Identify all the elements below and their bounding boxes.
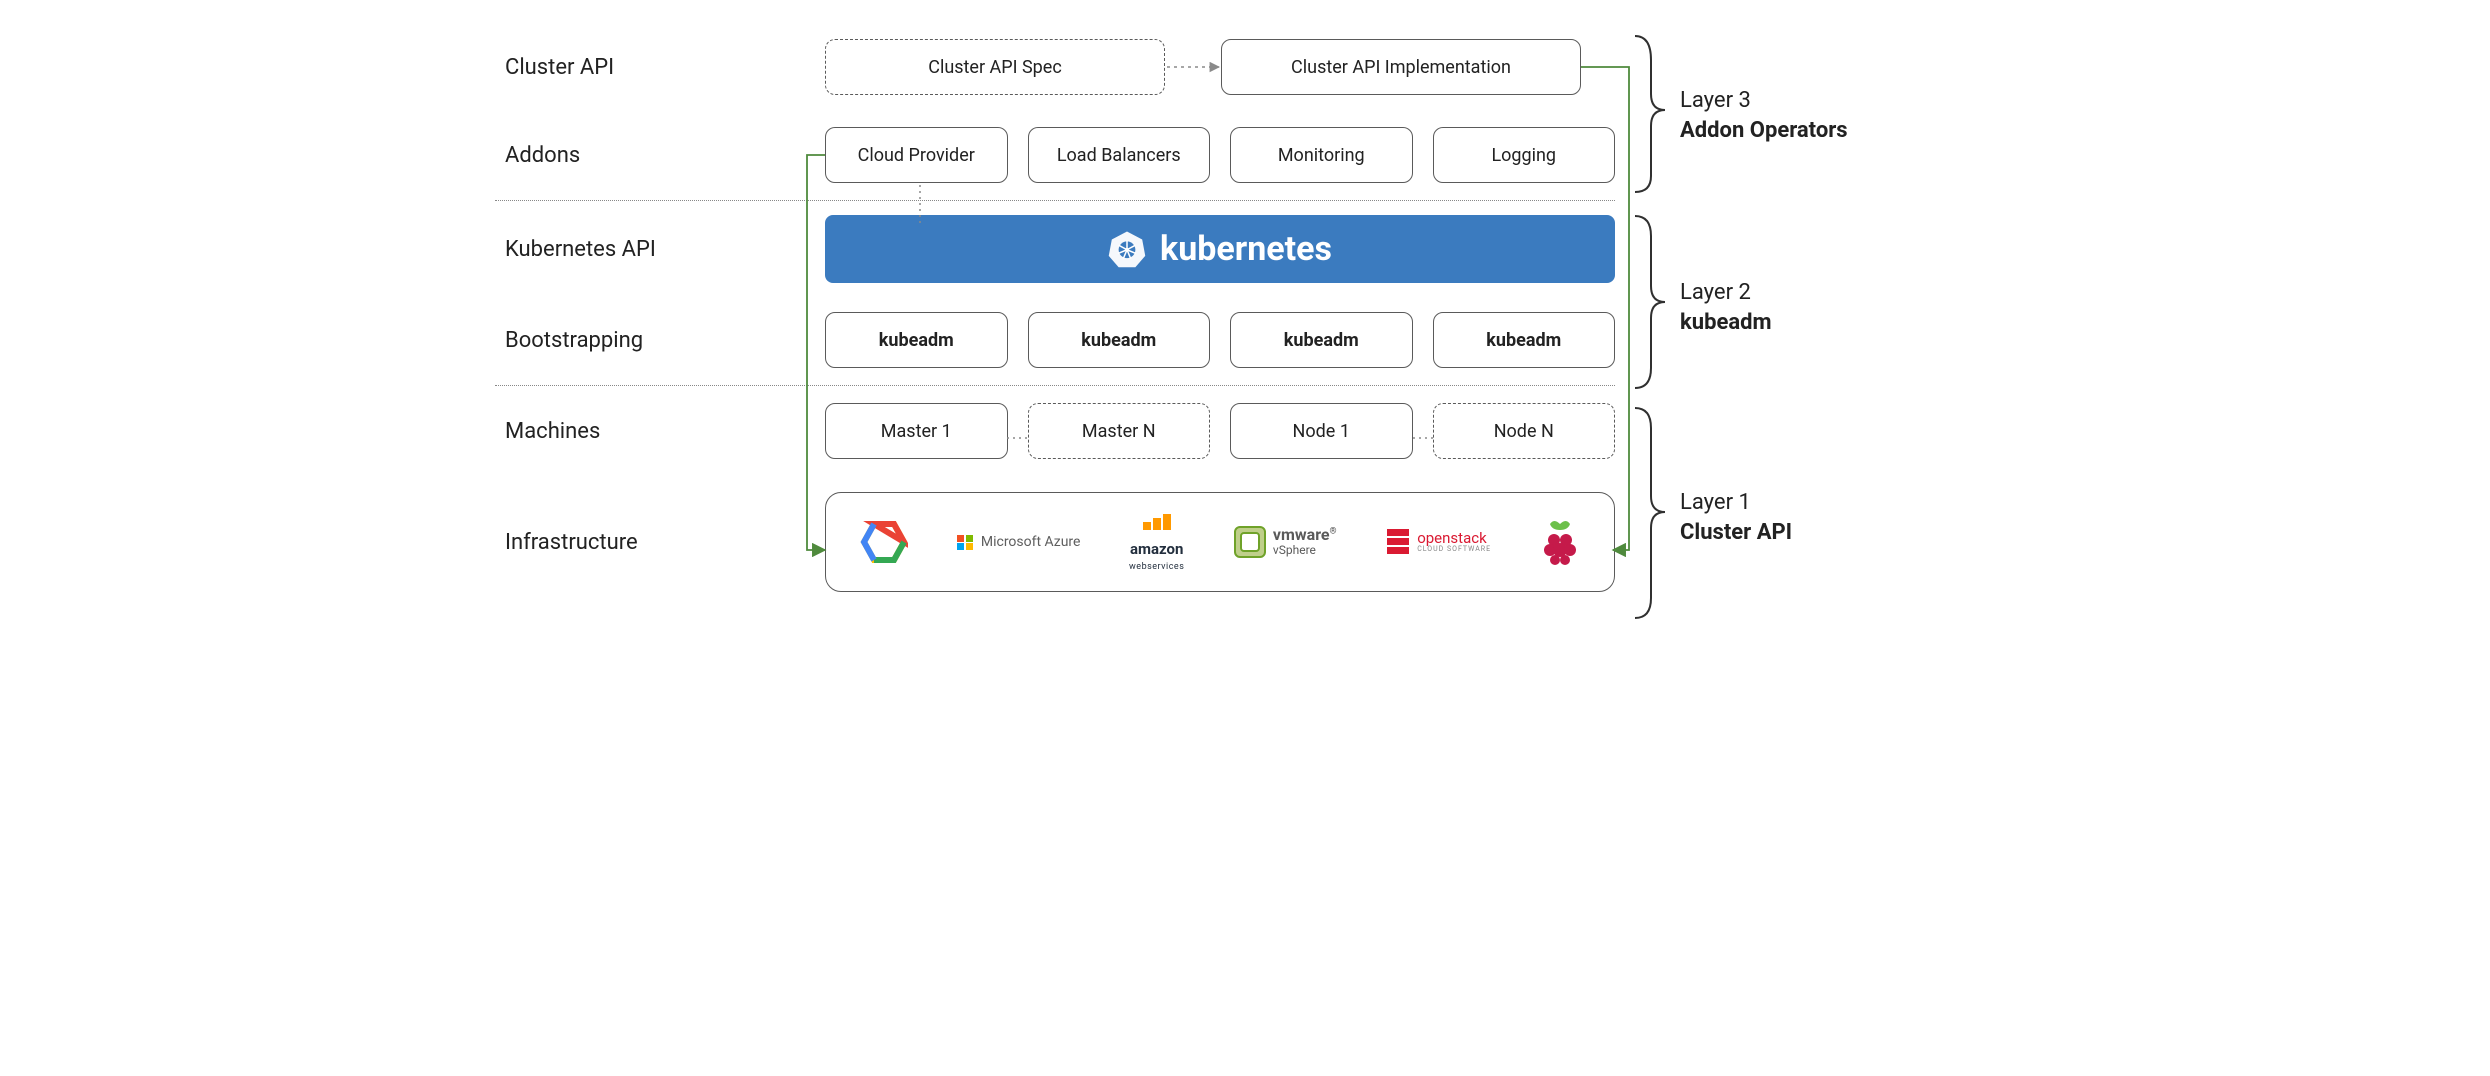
- box-addon-logging: Logging: [1433, 127, 1616, 183]
- layer-3-line2: Addon Operators: [1680, 116, 1848, 146]
- box-kubeadm-2: kubeadm: [1230, 312, 1413, 368]
- label-cluster-api: Cluster API: [495, 55, 825, 80]
- label-infrastructure: Infrastructure: [495, 530, 825, 555]
- box-addon-cloud-provider: Cloud Provider: [825, 127, 1008, 183]
- provider-raspberry-pi: [1540, 518, 1580, 566]
- k8s-wheel-icon: [1108, 230, 1146, 268]
- label-machines: Machines: [495, 419, 825, 444]
- raspberry-pi-icon: [1540, 518, 1580, 566]
- provider-vmware-label: vmware®: [1273, 527, 1337, 544]
- provider-gcp: [860, 520, 908, 564]
- label-k8s-api: Kubernetes API: [495, 237, 825, 262]
- gcp-icon: [860, 520, 908, 564]
- layer-3-line1: Layer 3: [1680, 86, 1848, 116]
- provider-vmware-sublabel: vSphere: [1273, 544, 1337, 557]
- provider-openstack-sublabel: CLOUD SOFTWARE: [1417, 546, 1491, 553]
- provider-aws: amazon webservices: [1129, 512, 1184, 572]
- box-master-1: Master 1: [825, 403, 1008, 459]
- provider-aws-sublabel: webservices: [1129, 563, 1184, 572]
- row-machines: Machines Master 1 Master N Node 1 Node N: [495, 394, 1995, 468]
- k8s-layers-diagram: Cluster API Cluster API Spec Cluster API…: [495, 30, 1995, 598]
- k8s-banner-text: kubernetes: [1160, 229, 1332, 269]
- layer-1-label: Layer 1 Cluster API: [1680, 488, 1792, 547]
- openstack-icon: [1385, 527, 1411, 557]
- label-bootstrapping: Bootstrapping: [495, 328, 825, 353]
- box-kubeadm-3: kubeadm: [1433, 312, 1616, 368]
- box-addon-monitoring: Monitoring: [1230, 127, 1413, 183]
- provider-openstack: openstack CLOUD SOFTWARE: [1385, 527, 1491, 557]
- layer-3-label: Layer 3 Addon Operators: [1680, 86, 1848, 145]
- k8s-banner: kubernetes: [825, 215, 1615, 283]
- vmware-icon: [1233, 525, 1267, 559]
- provider-azure-label: Microsoft Azure: [981, 534, 1081, 550]
- layer-2-label: Layer 2 kubeadm: [1680, 278, 1772, 337]
- layer-2-line1: Layer 2: [1680, 278, 1772, 308]
- infra-providers-box: Microsoft Azure amazon webservices v: [825, 492, 1615, 592]
- box-addon-load-balancers: Load Balancers: [1028, 127, 1211, 183]
- provider-vmware: vmware® vSphere: [1233, 525, 1337, 559]
- azure-icon: [957, 535, 975, 550]
- provider-azure: Microsoft Azure: [957, 534, 1081, 550]
- provider-aws-label: amazon: [1130, 542, 1183, 557]
- label-addons: Addons: [495, 143, 825, 168]
- divider-2: [495, 385, 1615, 386]
- box-node-1: Node 1: [1230, 403, 1413, 459]
- box-cluster-api-impl: Cluster API Implementation: [1221, 39, 1581, 95]
- layer-2-line2: kubeadm: [1680, 308, 1772, 338]
- box-cluster-api-spec: Cluster API Spec: [825, 39, 1165, 95]
- layer-1-line2: Cluster API: [1680, 518, 1792, 548]
- box-kubeadm-0: kubeadm: [825, 312, 1008, 368]
- layer-1-line1: Layer 1: [1680, 488, 1792, 518]
- divider-1: [495, 200, 1615, 201]
- aws-icon: [1137, 512, 1177, 536]
- box-kubeadm-1: kubeadm: [1028, 312, 1211, 368]
- box-node-n: Node N: [1433, 403, 1616, 459]
- provider-openstack-label: openstack: [1417, 531, 1491, 546]
- box-master-n: Master N: [1028, 403, 1211, 459]
- row-k8s-api: Kubernetes API kubernetes: [495, 209, 1995, 289]
